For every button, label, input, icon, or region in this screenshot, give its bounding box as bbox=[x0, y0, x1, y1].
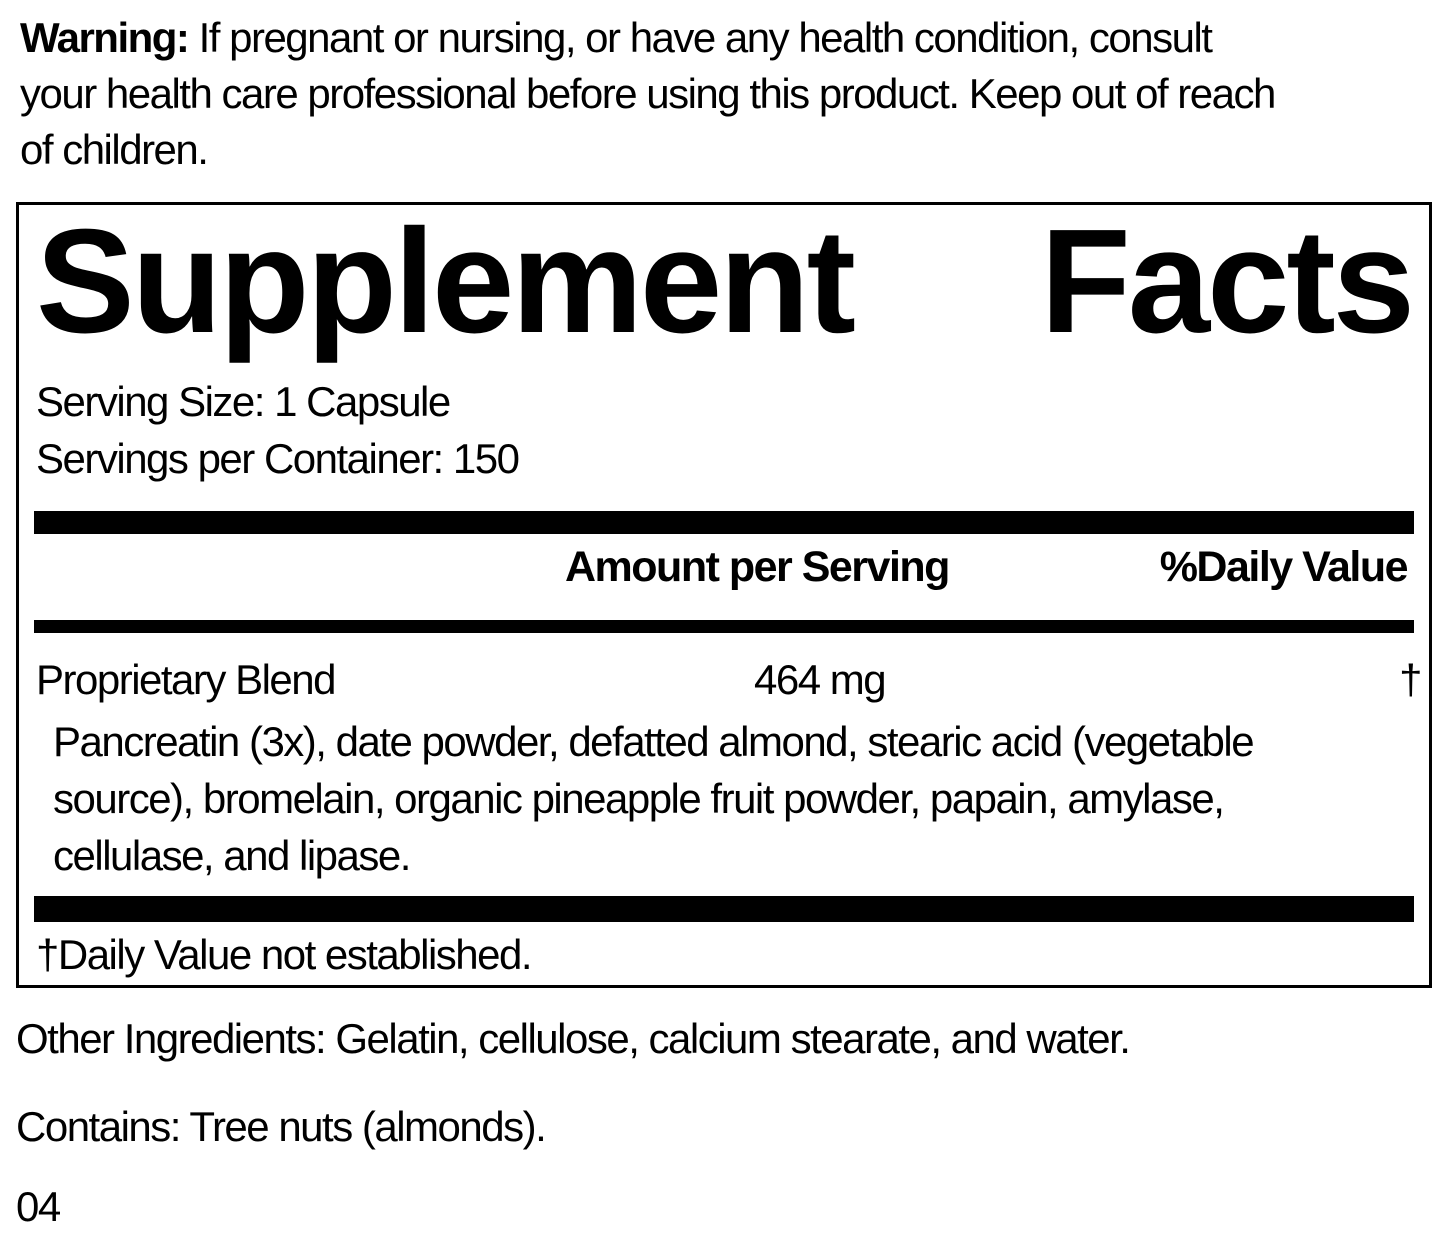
warning-paragraph: Warning: If pregnant or nursing, or have… bbox=[20, 10, 1276, 178]
amount-per-serving-header: Amount per Serving bbox=[565, 543, 950, 591]
title-word-supplement: Supplement bbox=[36, 199, 856, 364]
divider-thick-bottom bbox=[34, 896, 1414, 922]
column-header-row: Amount per Serving %Daily Value bbox=[19, 539, 1429, 596]
blend-amount: 464 mg bbox=[754, 656, 887, 703]
contains-statement: Contains: Tree nuts (almonds). bbox=[16, 1103, 547, 1150]
panel-title: Supplement Facts bbox=[36, 199, 1415, 364]
serving-info: Serving Size: 1 Capsule Servings per Con… bbox=[36, 373, 520, 487]
blend-description-line-1: Pancreatin (3x), date powder, defatted a… bbox=[53, 718, 1255, 765]
divider-medium bbox=[34, 620, 1414, 633]
daily-value-header: %Daily Value bbox=[1159, 543, 1409, 591]
blend-description-line-2: source), bromelain, organic pineapple fr… bbox=[53, 775, 1225, 822]
warning-line-2: your health care professional before usi… bbox=[20, 70, 1276, 117]
serving-size: Serving Size: 1 Capsule bbox=[36, 378, 451, 425]
warning-line-1-text: If pregnant or nursing, or have any heal… bbox=[188, 14, 1213, 61]
title-word-facts: Facts bbox=[1040, 199, 1415, 364]
warning-line-3: of children. bbox=[20, 126, 209, 173]
blend-daily-value-dagger: † bbox=[1399, 656, 1422, 703]
divider-thick-top bbox=[34, 511, 1414, 534]
blend-name: Proprietary Blend bbox=[36, 656, 337, 703]
servings-per-container: Servings per Container: 150 bbox=[36, 435, 520, 482]
blend-description: Pancreatin (3x), date powder, defatted a… bbox=[53, 713, 1255, 884]
proprietary-blend-row: Proprietary Blend 464 mg † bbox=[36, 651, 1422, 708]
label-code: 04 bbox=[16, 1183, 61, 1230]
warning-line-1: Warning: If pregnant or nursing, or have… bbox=[20, 10, 1275, 66]
other-ingredients: Other Ingredients: Gelatin, cellulose, c… bbox=[16, 1015, 1131, 1062]
warning-label: Warning: bbox=[20, 14, 190, 61]
supplement-facts-panel: Supplement Facts Serving Size: 1 Capsule… bbox=[16, 202, 1432, 988]
daily-value-footnote: †Daily Value not established. bbox=[36, 931, 533, 978]
blend-description-line-3: cellulase, and lipase. bbox=[53, 832, 411, 879]
